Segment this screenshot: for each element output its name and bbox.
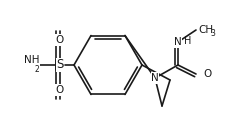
Text: S: S: [56, 58, 63, 72]
Text: NH: NH: [24, 55, 40, 65]
Text: O: O: [202, 69, 210, 79]
Text: N: N: [151, 73, 158, 83]
Text: H: H: [183, 36, 191, 46]
Text: O: O: [56, 85, 64, 95]
Text: CH: CH: [197, 25, 212, 35]
Text: 2: 2: [34, 66, 39, 74]
Text: N: N: [173, 37, 181, 47]
Text: 3: 3: [209, 28, 214, 37]
Text: O: O: [56, 35, 64, 45]
